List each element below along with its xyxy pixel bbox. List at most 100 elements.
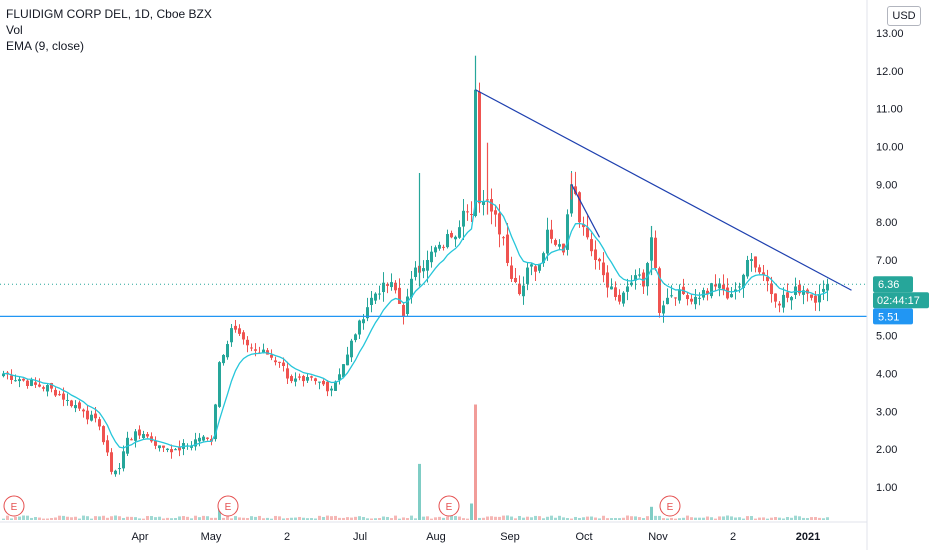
candle-body <box>554 240 557 245</box>
candle-body <box>382 282 385 293</box>
volume-bar <box>230 518 233 520</box>
volume-spike <box>474 404 477 520</box>
countdown-badge: 02:44:17 <box>873 292 929 309</box>
volume-bar <box>554 517 557 520</box>
candle-body <box>166 448 169 451</box>
candle-body <box>690 298 693 302</box>
candle-body <box>194 439 197 447</box>
volume-bar <box>790 517 793 520</box>
candle-body <box>658 268 661 313</box>
volume-bar <box>818 517 821 520</box>
volume-bar <box>662 518 665 520</box>
candle-body <box>58 394 61 396</box>
candle-body <box>362 319 365 324</box>
candle-body <box>170 449 173 453</box>
volume-bar <box>146 515 149 520</box>
candle-body <box>438 244 441 249</box>
earnings-marker-label: E <box>446 502 453 513</box>
candle-body <box>338 374 341 381</box>
earnings-marker[interactable] <box>659 495 681 517</box>
volume-bar <box>422 516 425 520</box>
volume-bar <box>126 516 129 520</box>
candle-body <box>310 376 313 378</box>
volume-bar <box>634 516 637 520</box>
chart-legend: FLUIDIGM CORP DEL, 1D, Cboe BZX Vol EMA … <box>6 6 212 54</box>
volume-bar <box>62 515 65 520</box>
candle-body <box>686 295 689 300</box>
earnings-marker[interactable] <box>438 495 460 517</box>
volume-bar <box>282 518 285 520</box>
candle-body <box>746 260 749 277</box>
volume-bar <box>590 516 593 520</box>
candle-body <box>530 264 533 267</box>
volume-bar <box>438 516 441 520</box>
volume-indicator-label[interactable]: Vol <box>6 23 23 37</box>
ema-indicator-label[interactable]: EMA (9, close) <box>6 39 85 53</box>
volume-spike <box>650 506 653 520</box>
candle-body <box>398 287 401 304</box>
candle-body <box>506 234 509 263</box>
y-tick-label: 4.00 <box>876 369 897 381</box>
x-tick-label: Aug <box>426 531 446 543</box>
candle-body <box>542 253 545 264</box>
y-tick-label: 2.00 <box>876 444 897 456</box>
candle-body <box>606 272 609 288</box>
trendline[interactable] <box>570 184 601 238</box>
volume-bar <box>294 517 297 520</box>
candle-body <box>550 229 553 239</box>
candle-body <box>750 259 753 261</box>
candle-body <box>90 414 93 421</box>
volume-bar <box>618 518 621 520</box>
candle-body <box>130 439 133 441</box>
volume-bar <box>286 518 289 520</box>
candle-body <box>282 362 285 366</box>
volume-bar <box>214 517 217 520</box>
candle-body <box>754 256 757 268</box>
volume-bar <box>762 517 765 520</box>
candle-body <box>526 267 529 284</box>
volume-bar <box>602 515 605 520</box>
candle-body <box>474 89 477 217</box>
candle-body <box>478 91 481 204</box>
candle-body <box>722 284 725 291</box>
candle-body <box>38 384 41 387</box>
y-tick-label: 7.00 <box>876 255 897 267</box>
volume-bar <box>338 517 341 520</box>
volume-bar <box>150 516 153 520</box>
volume-bar <box>298 516 301 520</box>
candle-body <box>390 282 393 288</box>
candle-body <box>462 210 465 227</box>
candle-body <box>178 447 181 451</box>
candle-body <box>758 267 761 273</box>
candle-body <box>370 297 373 306</box>
candle-body <box>558 244 561 247</box>
volume-bar <box>654 515 657 520</box>
candle-body <box>226 344 229 358</box>
candle-body <box>766 276 769 282</box>
volume-bar <box>518 515 521 520</box>
volume-bar <box>450 515 453 520</box>
volume-bar <box>610 518 613 520</box>
trendline[interactable] <box>475 89 852 291</box>
candle-body <box>826 284 829 291</box>
earnings-marker[interactable] <box>3 495 25 517</box>
candle-body <box>246 339 249 346</box>
candle-body <box>386 284 389 286</box>
earnings-marker-label: E <box>11 502 18 513</box>
symbol-title[interactable]: FLUIDIGM CORP DEL, 1D, Cboe BZX <box>6 7 212 21</box>
trendlines[interactable] <box>475 89 852 291</box>
price-axis[interactable]: 13.0012.0011.0010.009.008.007.006.005.00… <box>876 28 904 494</box>
candle-body <box>78 402 81 409</box>
candle-body <box>202 436 205 441</box>
candle-body <box>522 285 525 297</box>
candle-body <box>818 294 821 303</box>
volume-bar <box>598 518 601 520</box>
earnings-marker[interactable] <box>217 495 239 517</box>
volume-bar <box>510 516 513 520</box>
time-axis[interactable]: Apr May 2 Jul Aug Sep Oct Nov 2 2021 <box>131 531 820 543</box>
candle-body <box>430 251 433 263</box>
volume-bar <box>238 517 241 520</box>
currency-button[interactable]: USD <box>887 6 921 26</box>
